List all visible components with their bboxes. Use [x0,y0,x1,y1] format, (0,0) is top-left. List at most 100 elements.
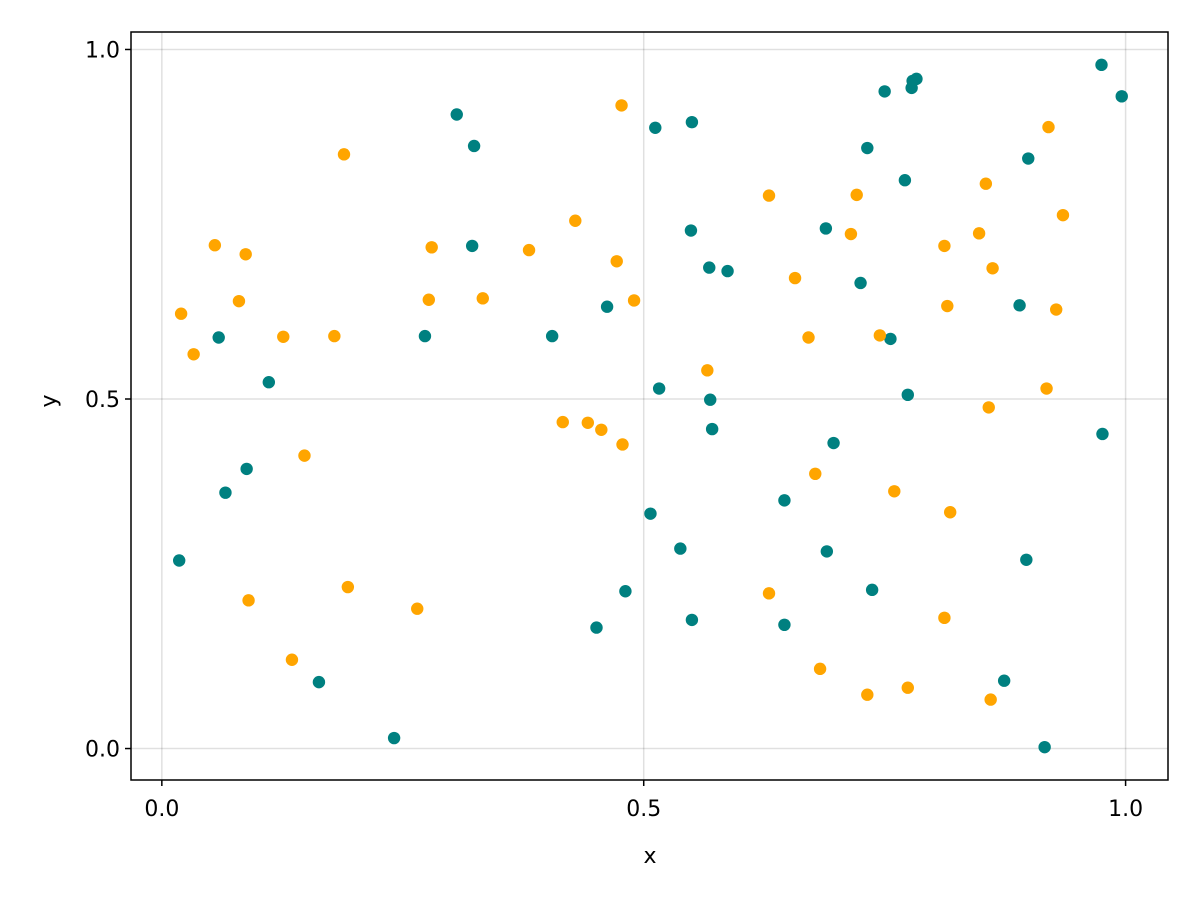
data-point [172,554,186,567]
data-point [600,300,614,313]
data-point [187,348,200,361]
data-point [1038,740,1051,754]
data-point [701,364,714,377]
data-point [938,611,951,625]
data-point [762,587,776,600]
data-point [1022,152,1035,165]
y-tick-label: 1.0 [85,38,120,63]
data-point [1096,427,1109,441]
data-point [809,467,822,481]
data-point [240,462,253,476]
series-2-points [174,99,1070,706]
data-point [705,422,719,436]
data-point [277,330,290,343]
data-point [467,139,481,153]
data-point [232,294,246,308]
data-point [425,241,438,254]
y-tick-label: 0.0 [85,738,120,763]
data-point [212,331,225,344]
data-point [850,188,863,202]
data-point [208,239,222,252]
data-point [219,486,232,499]
data-point [979,177,993,190]
data-point [556,415,569,429]
data-point [174,307,188,320]
data-point [878,85,891,98]
data-point [1050,303,1063,316]
data-point [884,332,897,346]
data-point [788,271,802,285]
data-point [984,693,997,706]
data-point [590,621,603,634]
data-point [616,438,629,451]
data-point [938,239,951,253]
data-point [778,618,791,632]
data-point [387,731,401,745]
data-point [242,594,255,607]
y-tick-label: 0.5 [85,388,120,413]
data-point [341,580,355,594]
data-point [997,674,1011,687]
data-points [172,58,1128,754]
data-point [610,255,623,268]
data-point [619,585,632,598]
data-point [820,545,834,558]
data-point [649,121,662,134]
data-point [450,108,463,121]
x-axis-label: x [643,844,656,869]
data-point [1115,90,1128,103]
data-point [422,293,436,306]
data-point [901,681,914,694]
data-point [943,506,957,519]
data-point [888,485,901,498]
data-point [861,141,874,155]
data-point [569,214,582,227]
data-point [411,602,424,615]
data-point [476,292,489,305]
data-point [337,148,351,161]
plot-frame [130,31,1169,781]
data-point [418,329,432,343]
data-point [827,436,840,450]
data-point [1020,553,1033,566]
data-point [298,449,311,462]
data-point [1042,120,1055,134]
x-tick-label: 0.5 [626,797,661,822]
y-axis-ticks: 0.0 0.5 1.0 [85,38,131,763]
data-point [652,382,666,395]
data-point [545,329,559,343]
data-point [901,388,914,402]
data-point [262,376,276,389]
y-axis-label: y [37,394,62,407]
data-point [762,189,776,202]
data-point [819,222,833,235]
data-point [898,174,912,187]
data-point [972,227,986,240]
data-point [674,542,687,555]
grid-lines [131,32,1168,780]
data-point [627,294,641,307]
data-point [1040,382,1053,395]
data-point [1056,208,1070,222]
data-point [685,115,699,129]
data-point [581,416,595,429]
data-point [465,239,479,253]
data-point [684,224,698,237]
data-point [644,507,657,520]
data-point [239,248,252,261]
data-point [865,583,879,597]
data-point [986,262,999,275]
data-point [328,329,341,343]
data-point [285,653,299,666]
data-point [941,299,954,313]
data-point [861,688,874,701]
data-point [522,243,536,257]
data-point [1013,299,1026,312]
data-point [844,227,858,241]
series-1-points [172,58,1128,754]
data-point [595,423,608,436]
x-tick-label: 0.0 [144,797,179,822]
data-point [802,331,815,344]
